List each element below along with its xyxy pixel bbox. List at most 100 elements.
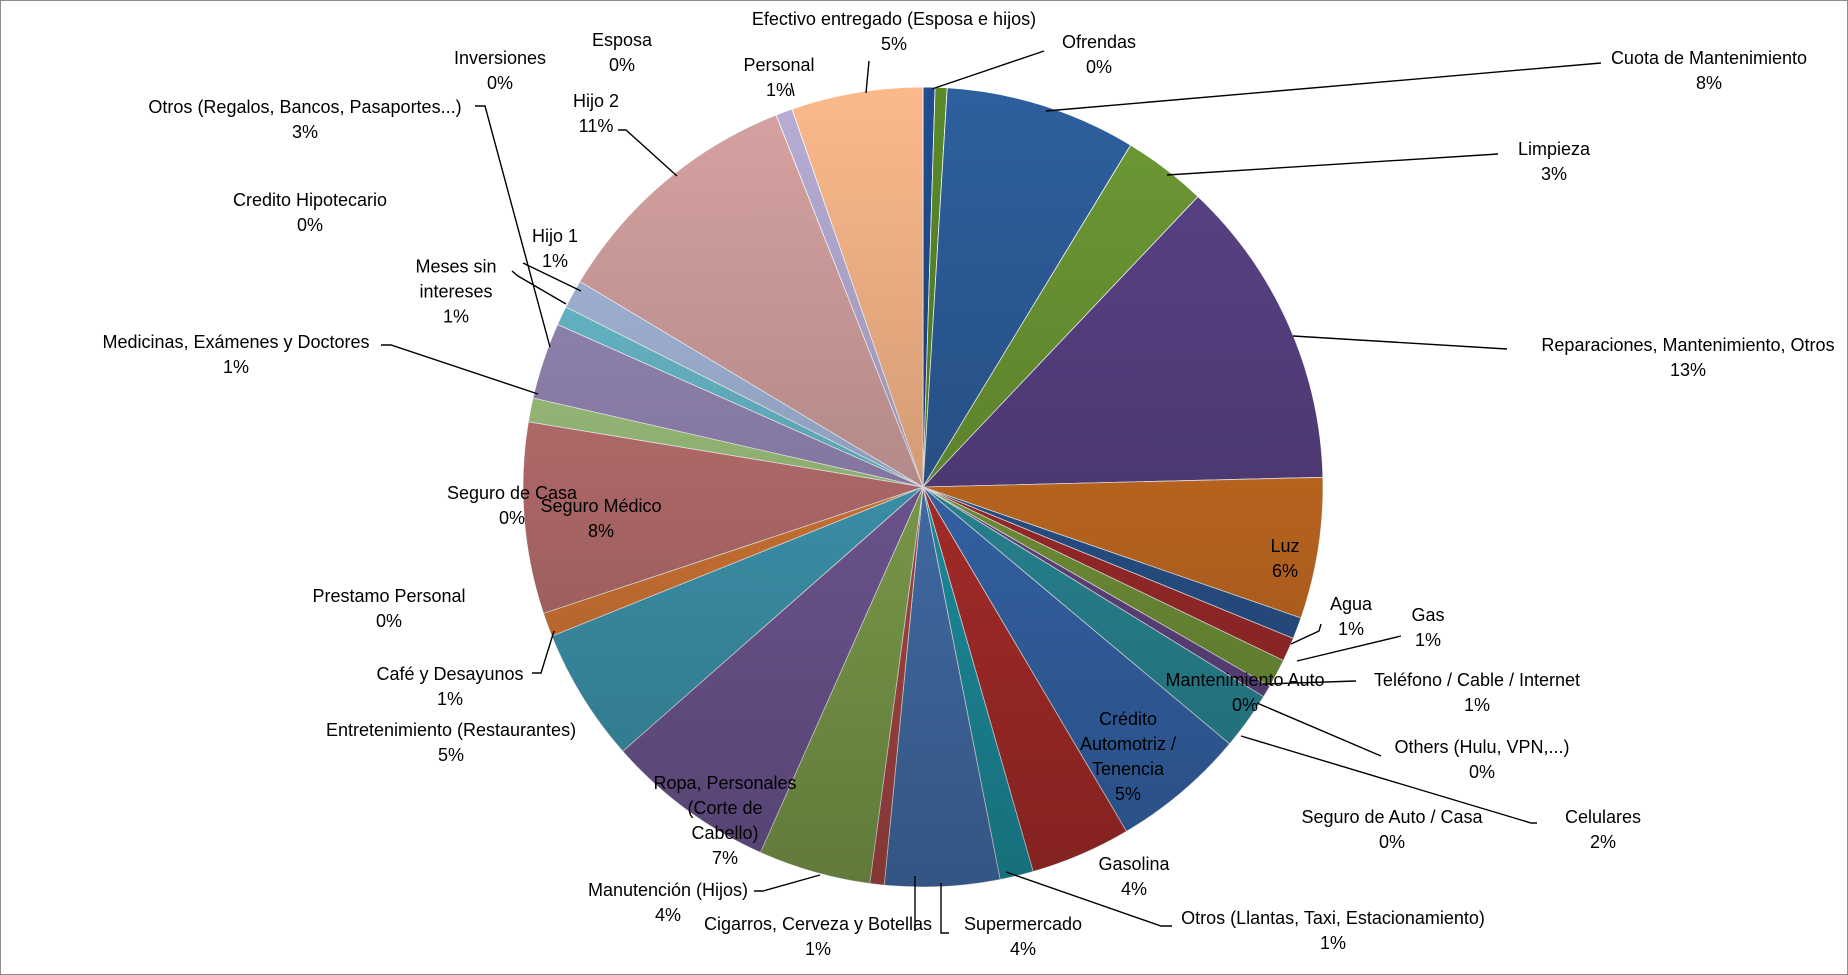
leader-line-17 [511,270,567,305]
data-label-line: Personal [743,55,815,75]
data-label-line: Ofrendas [1061,32,1137,52]
data-label-line: 8% [587,521,615,541]
data-label-line: 0% [375,611,403,631]
data-label-manutencion-hijos: Manutención (Hijos) 4% [588,878,748,928]
data-label-line: 5% [437,745,464,765]
data-label-telefono-cable-internet: Teléfono / Cable / Internet 1% [1374,668,1580,718]
data-label-line: 1% [1337,619,1365,639]
data-label-line: Reparaciones, Mantenimiento, Otros [1541,335,1835,355]
data-label-line: Automotriz / [1079,734,1177,754]
data-label-line: 1% [1463,695,1491,715]
data-label-line: Others (Hulu, VPN,...) [1394,737,1570,757]
data-label-ropa-personales: Ropa, Personales (Corte de Cabello) 7% [653,771,796,871]
data-label-line: Efectivo entregado (Esposa e hijos) [751,9,1037,29]
data-label-others-hulu-vpn: Others (Hulu, VPN,...) 0% [1394,735,1569,785]
data-label-line: 1% [804,939,831,959]
data-label-line: 4% [1120,879,1148,899]
data-label-line: Otros (Llantas, Taxi, Estacionamiento) [1181,908,1485,928]
leader-line-4 [1292,335,1508,350]
data-label-otros-llantas: Otros (Llantas, Taxi, Estacionamiento) 1% [1181,906,1485,956]
data-label-cigarros: Cigarros, Cerveza y Botellas 1% [704,912,932,962]
data-label-line: 0% [498,508,525,528]
data-label-line: Hijo 1 [531,226,579,246]
data-label-credito-automotriz: Crédito Automotriz / Tenencia 5% [1080,707,1176,807]
leader-line-5 [1290,623,1322,645]
data-label-seguro-auto-casa: Seguro de Auto / Casa 0% [1301,805,1482,855]
data-label-line: 1% [442,306,469,327]
data-label-limpieza: Limpieza 3% [1518,137,1590,187]
data-label-seguro-medico: Seguro Médico 8% [540,494,661,544]
data-label-line: 0% [608,55,636,75]
data-label-line: Gasolina [1098,854,1170,874]
data-label-line: Entretenimiento (Restaurantes) [325,720,577,740]
leader-line-0 [865,60,870,94]
data-label-line: Esposa [591,30,653,50]
data-label-line: 2% [1589,832,1617,852]
leader-line-15 [381,344,539,395]
data-label-line: 13% [1669,360,1707,380]
leader-line-2 [1045,62,1602,112]
data-label-gas: Gas 1% [1411,603,1444,653]
data-label-line: Medicinas, Exámenes y Doctores [102,332,370,352]
data-label-luz: Luz 6% [1270,534,1299,584]
data-label-inversiones: Inversiones 0% [454,46,546,96]
data-label-line: Credito Hipotecario [232,190,388,210]
data-label-line: Celulares [1564,807,1642,827]
data-label-line: Inversiones [453,48,547,68]
data-label-line: Seguro de Auto / Casa [1301,807,1483,827]
data-label-line: Cabello) [691,823,759,843]
data-label-line: Prestamo Personal [312,586,466,606]
data-label-line: 0% [1468,762,1496,782]
data-label-line: Otros (Regalos, Bancos, Pasaportes...) [148,97,462,117]
data-label-line: 5% [1114,784,1141,804]
leader-line-18 [522,262,582,292]
data-label-line: Agua [1329,594,1373,614]
data-label-reparaciones: Reparaciones, Mantenimiento, Otros 13% [1541,333,1834,383]
data-label-line: (Corte de [687,798,763,818]
data-label-line: 0% [1085,57,1113,77]
leader-line-3 [1166,153,1499,176]
data-label-line: Gas [1411,605,1445,625]
data-label-line: 1% [222,357,250,377]
data-label-line: 3% [1540,164,1568,184]
leader-line-6 [1296,635,1402,662]
leader-line-16 [475,105,551,348]
leader-line-20 [790,82,795,97]
data-label-gasolina: Gasolina 4% [1098,852,1169,902]
data-label-line: 0% [296,215,324,235]
leader-line-1 [931,50,1045,90]
data-label-line: Supermercado [963,914,1083,934]
leader-line-8 [1256,702,1382,757]
data-label-line: Seguro Médico [540,496,662,516]
data-label-line: 6% [1271,561,1298,581]
data-label-hijo-1: Hijo 1 1% [532,224,578,274]
data-label-line: Meses sin [415,256,497,277]
data-label-celulares: Celulares 2% [1565,805,1641,855]
data-label-line: 7% [711,848,738,868]
data-label-line: Teléfono / Cable / Internet [1373,670,1581,690]
data-label-line: 1% [436,689,464,709]
data-label-credito-hipotecario: Credito Hipotecario 0% [233,188,387,238]
data-label-otros-regalos: Otros (Regalos, Bancos, Pasaportes...) 3% [148,95,461,145]
data-label-line: 0% [1378,832,1405,852]
data-label-meses-sin-intereses: Meses sin intereses 1% [415,255,496,330]
data-label-cuota-mantenimiento: Cuota de Mantenimiento 8% [1611,46,1807,96]
data-label-line: Crédito [1098,709,1158,729]
leader-line-9 [1240,735,1537,824]
leader-line-11 [940,883,949,934]
leader-line-7 [1262,680,1357,685]
data-label-line: Limpieza [1517,139,1591,159]
leader-line-19 [618,129,678,177]
data-label-mantenimiento-auto: Mantenimiento Auto 0% [1165,668,1324,718]
data-label-medicinas: Medicinas, Exámenes y Doctores 1% [102,330,369,380]
data-label-line: 1% [1319,933,1346,953]
data-label-line: Luz [1270,536,1300,556]
data-label-entretenimiento: Entretenimiento (Restaurantes) 5% [326,718,576,768]
data-label-line: 5% [880,34,908,54]
data-label-line: Tenencia [1091,759,1165,779]
leader-line-13 [754,874,821,892]
leader-line-10 [1005,871,1172,927]
data-label-line: 8% [1695,73,1722,93]
data-label-line: Mantenimiento Auto [1165,670,1325,690]
